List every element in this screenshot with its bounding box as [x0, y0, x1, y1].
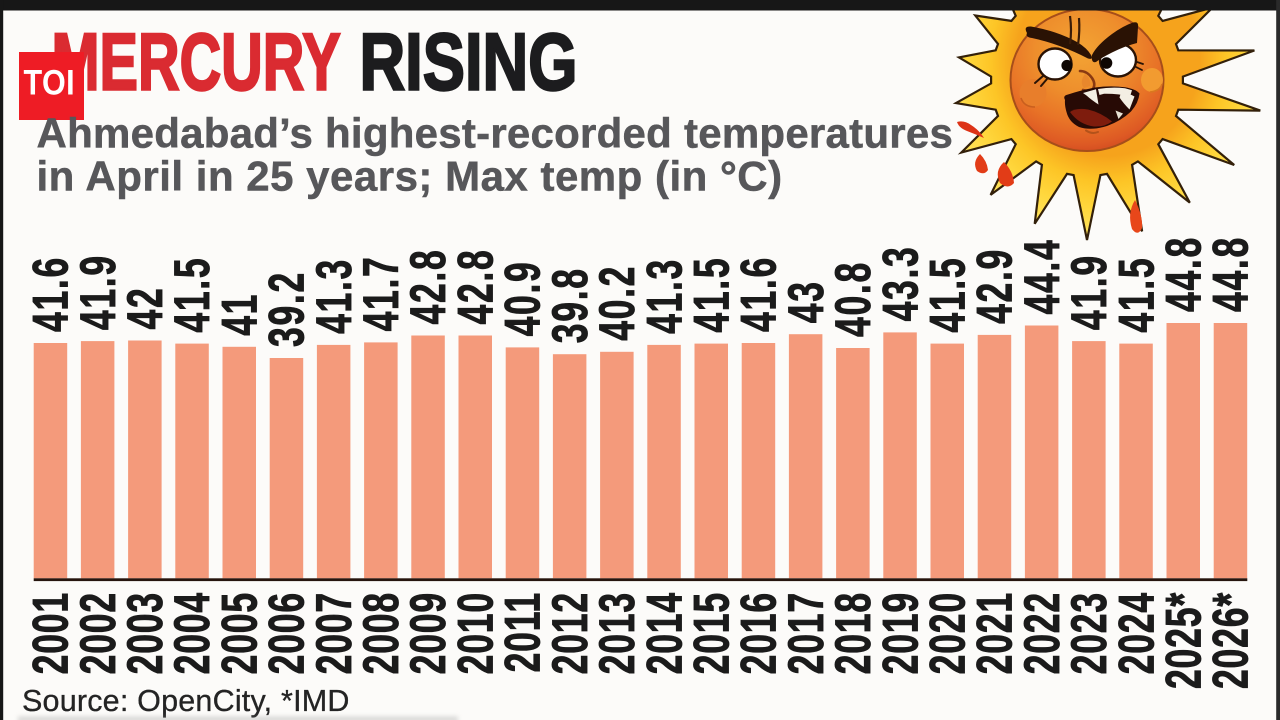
svg-text:2012: 2012: [543, 592, 598, 674]
svg-text:42.8: 42.8: [449, 249, 504, 325]
svg-text:2005: 2005: [213, 592, 268, 674]
svg-text:2025*: 2025*: [1157, 592, 1212, 689]
svg-text:2015: 2015: [685, 592, 740, 674]
svg-text:2026*: 2026*: [1204, 592, 1259, 689]
svg-text:40.9: 40.9: [496, 260, 551, 336]
svg-text:2001: 2001: [24, 592, 79, 674]
svg-text:2017: 2017: [779, 592, 834, 674]
svg-text:40.8: 40.8: [826, 261, 881, 337]
svg-text:2003: 2003: [118, 592, 173, 674]
svg-text:41.3: 41.3: [637, 258, 692, 334]
svg-text:39.2: 39.2: [260, 271, 315, 347]
svg-text:2002: 2002: [71, 592, 126, 674]
svg-text:2007: 2007: [307, 592, 362, 674]
svg-text:2024: 2024: [1109, 592, 1164, 674]
svg-text:41.9: 41.9: [71, 254, 126, 330]
svg-text:41.9: 41.9: [1062, 254, 1117, 330]
svg-text:2004: 2004: [165, 592, 220, 674]
svg-text:41.5: 41.5: [921, 257, 976, 333]
svg-text:41.5: 41.5: [165, 257, 220, 333]
svg-text:42.9: 42.9: [968, 248, 1023, 324]
svg-text:in April in 25 years; Max temp: in April in 25 years; Max temp (in °C): [37, 153, 783, 200]
svg-text:44.8: 44.8: [1204, 236, 1259, 312]
svg-text:2006: 2006: [260, 592, 315, 674]
svg-text:41.6: 41.6: [24, 256, 79, 332]
svg-text:41.7: 41.7: [354, 255, 409, 331]
svg-text:Source: OpenCity, *IMD: Source: OpenCity, *IMD: [22, 684, 350, 718]
svg-text:39.8: 39.8: [543, 267, 598, 343]
svg-text:2014: 2014: [637, 592, 692, 674]
svg-text:2013: 2013: [590, 592, 645, 674]
svg-text:2020: 2020: [921, 592, 976, 674]
svg-text:41.6: 41.6: [732, 256, 787, 332]
svg-text:2010: 2010: [449, 592, 504, 674]
svg-text:RISING: RISING: [360, 17, 578, 107]
svg-text:43: 43: [779, 280, 834, 323]
svg-text:2008: 2008: [354, 592, 409, 674]
svg-text:Ahmedabad’s highest-recorded t: Ahmedabad’s highest-recorded temperature…: [37, 110, 954, 157]
svg-text:44.4: 44.4: [1015, 239, 1070, 315]
svg-text:41: 41: [213, 293, 268, 336]
svg-text:42.8: 42.8: [401, 249, 456, 325]
svg-text:2016: 2016: [732, 592, 787, 674]
svg-text:2022: 2022: [1015, 592, 1070, 674]
svg-text:2018: 2018: [826, 592, 881, 674]
svg-text:41.5: 41.5: [1109, 257, 1164, 333]
svg-text:41.3: 41.3: [307, 258, 362, 334]
svg-text:42: 42: [118, 287, 173, 330]
svg-text:2009: 2009: [401, 592, 456, 674]
svg-text:2011: 2011: [496, 592, 551, 672]
svg-text:2019: 2019: [873, 592, 928, 674]
svg-text:41.5: 41.5: [685, 257, 740, 333]
svg-text:2023: 2023: [1062, 592, 1117, 674]
svg-text:44.8: 44.8: [1157, 236, 1212, 312]
svg-text:43.3: 43.3: [873, 245, 928, 321]
svg-text:2021: 2021: [968, 592, 1023, 674]
svg-text:40.2: 40.2: [590, 265, 645, 341]
svg-text:MERCURY: MERCURY: [52, 17, 341, 107]
svg-text:TOI: TOI: [24, 63, 76, 103]
